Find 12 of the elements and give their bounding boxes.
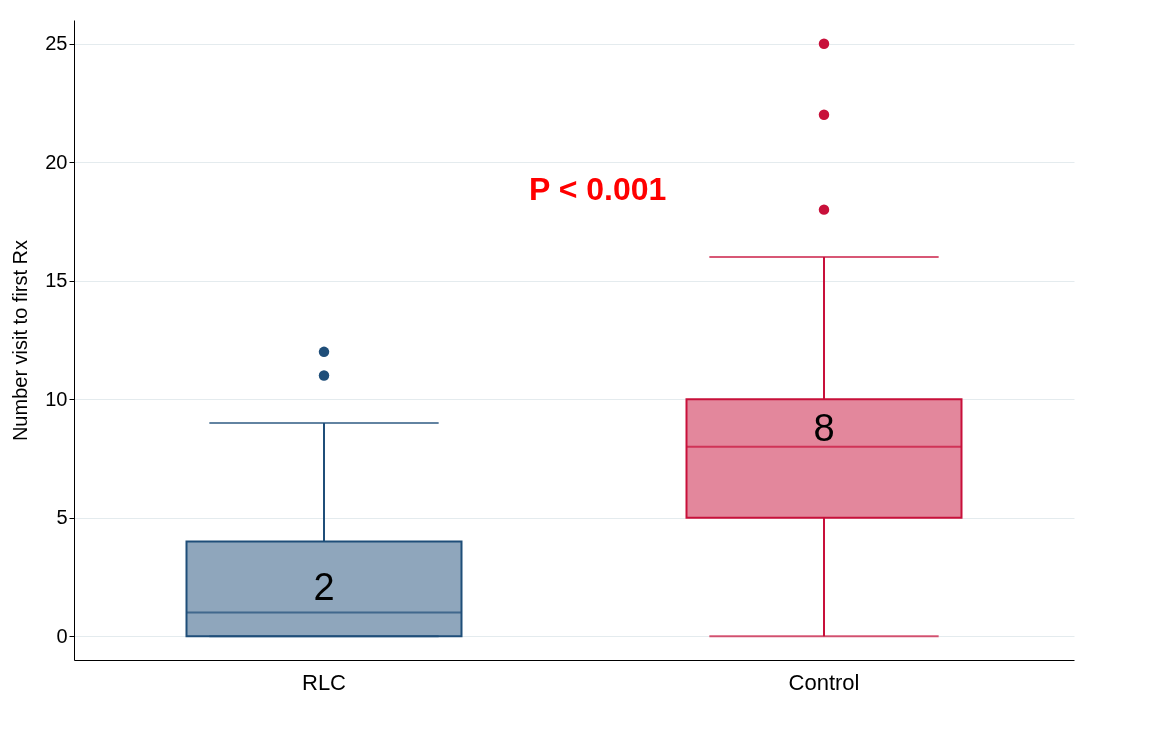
x-tick-label: Control: [788, 669, 860, 695]
annotation: P < 0.001: [529, 171, 667, 207]
y-tick-label: 25: [45, 32, 68, 55]
y-axis-title: Number visit to first Rx: [9, 239, 32, 442]
y-tick-label: 5: [56, 506, 68, 529]
y-tick-label: 15: [45, 269, 68, 292]
annotation: 2: [313, 566, 335, 608]
y-tick-label: 20: [45, 150, 68, 173]
annotation: 8: [813, 407, 835, 449]
x-tick-label: RLC: [301, 669, 347, 695]
y-tick-label: 0: [56, 624, 68, 647]
y-tick-label: 10: [45, 387, 68, 410]
